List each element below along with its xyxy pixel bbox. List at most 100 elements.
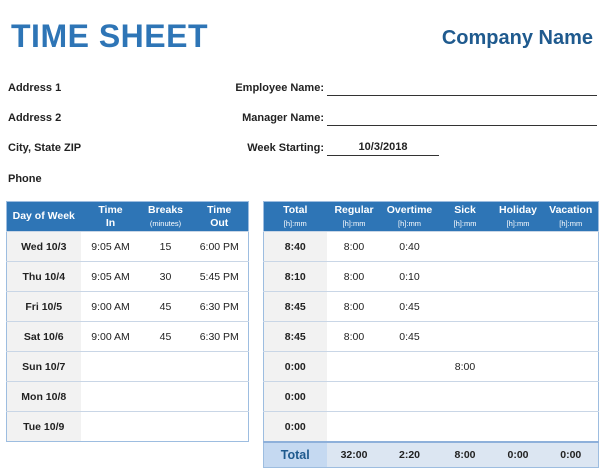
header-label: Time [207,203,232,216]
table-cell[interactable] [190,411,249,442]
address-line-1: Address 1 [8,82,62,94]
table-cell[interactable]: 8:40 [263,231,327,262]
table-cell[interactable]: 6:30 PM [190,321,249,352]
table-cell[interactable] [492,291,544,322]
table-cell[interactable] [492,231,544,262]
table-cell[interactable]: 0:45 [381,291,438,322]
table-cell[interactable] [80,381,141,412]
header-sublabel: [h]:mm [559,218,583,228]
table-cell[interactable]: 5:45 PM [190,261,249,292]
table-cell[interactable]: 15 [140,231,191,262]
table-cell[interactable]: Mon 10/8 [6,381,81,412]
week-starting-label: Week Starting: [247,142,324,154]
table-cell[interactable] [543,261,599,292]
table-cell[interactable]: 30 [140,261,191,292]
table-cell[interactable]: 0:00 [263,351,327,382]
table-cell[interactable] [492,351,544,382]
table-cell[interactable]: 8:00 [437,351,493,382]
table-row: Sat 10/6 9:00 AM 45 6:30 PM [6,321,249,352]
table-cell[interactable] [543,231,599,262]
column-header: Vacation [h]:mm [543,201,599,232]
table-cell[interactable]: Wed 10/3 [6,231,81,262]
table-cell[interactable]: 0:10 [381,261,438,292]
table-cell[interactable]: Sat 10/6 [6,321,81,352]
table-cell[interactable] [190,351,249,382]
employee-name-field[interactable] [327,81,597,96]
table-cell[interactable]: 0:45 [381,321,438,352]
table-cell[interactable]: 6:30 PM [190,291,249,322]
table-cell[interactable] [543,351,599,382]
table-cell[interactable] [326,351,382,382]
table-cell[interactable] [437,321,493,352]
table-cell[interactable] [381,411,438,442]
table-cell[interactable] [140,351,191,382]
table-cell[interactable] [326,381,382,412]
table-cell[interactable] [543,291,599,322]
table-cell[interactable] [492,381,544,412]
table-cell[interactable]: 9:05 AM [80,231,141,262]
table-cell[interactable]: 0:00 [263,411,327,442]
table-cell[interactable]: 8:00 [326,231,382,262]
table-cell[interactable] [437,411,493,442]
table-cell[interactable] [381,381,438,412]
column-header: Time In [80,201,141,232]
column-header: Sick [h]:mm [437,201,493,232]
table-cell[interactable] [381,351,438,382]
table-cell[interactable] [326,411,382,442]
total-value: 2:20 [381,441,438,468]
table-cell[interactable]: 8:45 [263,321,327,352]
total-value: 32:00 [326,441,382,468]
table-cell[interactable] [543,411,599,442]
table-cell[interactable] [437,261,493,292]
totals-label: Total [263,441,327,468]
table-cell[interactable]: Sun 10/7 [6,351,81,382]
table-cell[interactable] [80,411,141,442]
table-cell[interactable] [492,261,544,292]
table-cell[interactable]: Thu 10/4 [6,261,81,292]
column-header: Total [h]:mm [263,201,327,232]
week-starting-field[interactable]: 10/3/2018 [327,141,439,156]
table-row: 8:40 8:00 0:40 [263,231,599,262]
header-label: Breaks [147,203,184,216]
table-cell[interactable]: 8:00 [326,321,382,352]
table-cell[interactable]: 45 [140,291,191,322]
header-label: Sick [454,203,476,216]
table-cell[interactable] [543,321,599,352]
table-cell[interactable]: 6:00 PM [190,231,249,262]
page-title: TIME SHEET [11,18,209,54]
table-cell[interactable]: 45 [140,321,191,352]
table-row: Fri 10/5 9:00 AM 45 6:30 PM [6,291,249,322]
table-cell[interactable]: 9:05 AM [80,261,141,292]
table-cell[interactable] [140,411,191,442]
table-cell[interactable]: 0:00 [263,381,327,412]
table-cell[interactable] [437,231,493,262]
header-label: Time [98,203,123,216]
table-cell[interactable]: Fri 10/5 [6,291,81,322]
manager-name-field[interactable] [327,111,597,126]
header-label: Holiday [499,203,537,216]
header-sublabel: [h]:mm [398,218,421,228]
table-cell[interactable]: Tue 10/9 [6,411,81,442]
table-cell[interactable]: 8:10 [263,261,327,292]
table-cell[interactable] [492,411,544,442]
table-cell[interactable]: 9:00 AM [80,321,141,352]
total-value: 0:00 [543,441,599,468]
table-cell[interactable] [190,381,249,412]
table-cell[interactable]: 8:00 [326,261,382,292]
table-cell[interactable] [437,291,493,322]
column-header: Time Out [190,201,249,232]
table-cell[interactable] [140,381,191,412]
table-cell[interactable]: 0:40 [381,231,438,262]
total-value: 8:00 [437,441,493,468]
table-cell[interactable] [492,321,544,352]
header-sublabel: (minutes) [149,218,182,228]
header-sublabel: In [105,216,116,229]
header-sublabel: [h]:mm [506,218,530,228]
table-cell[interactable]: 8:00 [326,291,382,322]
table-row: Sun 10/7 [6,351,249,382]
table-cell[interactable]: 8:45 [263,291,327,322]
table-cell[interactable] [543,381,599,412]
table-cell[interactable]: 9:00 AM [80,291,141,322]
table-cell[interactable] [437,381,493,412]
table-cell[interactable] [80,351,141,382]
